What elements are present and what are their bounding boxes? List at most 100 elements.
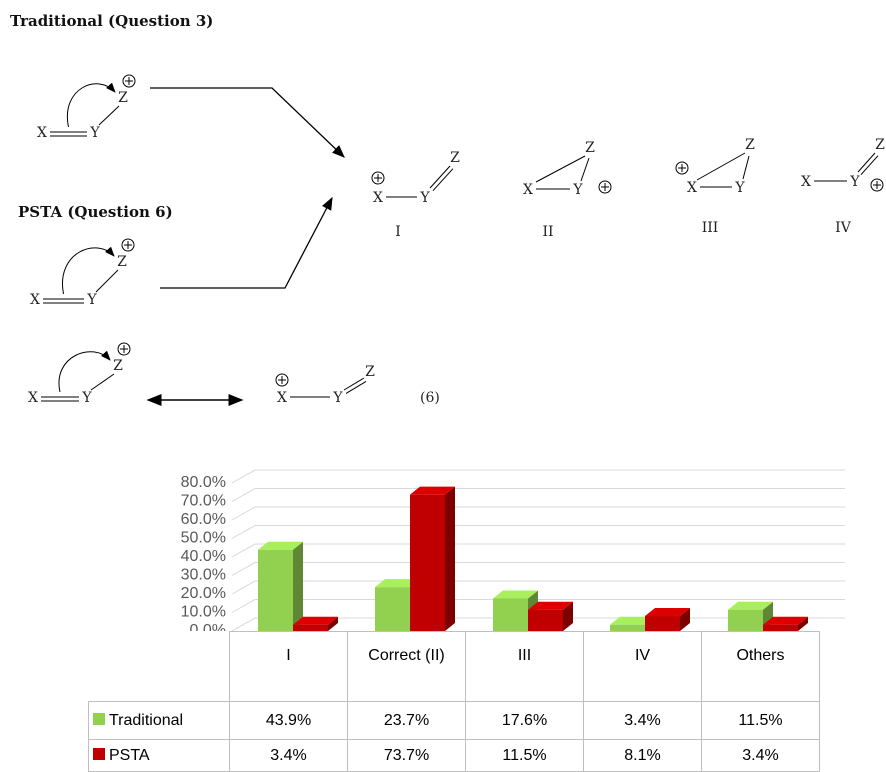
y-tick-label: 80.0% xyxy=(181,474,226,491)
bar xyxy=(645,616,680,631)
bond xyxy=(580,157,590,182)
data-table: I Correct (II) III IV Others Traditional 43.9… xyxy=(88,631,820,772)
x-tick-label: Correct (II) xyxy=(347,631,466,702)
bar-side xyxy=(563,601,573,631)
atom: Y xyxy=(849,174,860,190)
bond xyxy=(696,152,746,181)
bar xyxy=(528,609,563,631)
y-tick-label: 50.0% xyxy=(181,530,226,547)
bar-top xyxy=(493,590,538,599)
bar-side xyxy=(680,608,690,631)
bond xyxy=(432,168,454,192)
data-label: 11.5% xyxy=(701,701,820,740)
charge xyxy=(870,178,884,192)
atom: X xyxy=(30,292,40,308)
grid-line xyxy=(231,599,845,613)
heading: PSTA (Question 6) xyxy=(18,203,173,221)
legend-label: PSTA xyxy=(109,746,150,764)
atom: Z xyxy=(875,137,885,153)
bar xyxy=(375,587,410,631)
atom: Z xyxy=(450,150,460,166)
charge xyxy=(601,183,609,191)
charge xyxy=(873,181,881,189)
charge xyxy=(117,342,131,356)
y-tick-label: 40.0% xyxy=(181,548,226,565)
legend-swatch xyxy=(93,747,105,760)
legend-label: Traditional xyxy=(109,711,184,729)
data-label: 11.5% xyxy=(465,739,584,772)
bond xyxy=(742,155,750,180)
data-label: 3.4% xyxy=(701,739,820,772)
grid-line xyxy=(231,562,845,576)
y-tick-label: 60.0% xyxy=(181,511,226,528)
equation-number: (6) xyxy=(420,390,440,406)
atom: Y xyxy=(81,390,92,406)
bar-side xyxy=(293,541,303,631)
option-label: I xyxy=(395,224,401,240)
grid-line xyxy=(231,525,845,539)
bar xyxy=(728,609,763,631)
atom: X xyxy=(687,180,697,196)
atom: X xyxy=(277,390,287,406)
charge xyxy=(371,171,385,185)
atom: Y xyxy=(332,390,343,406)
charge xyxy=(678,164,686,172)
bar-top xyxy=(610,616,655,625)
bond xyxy=(857,152,876,173)
data-label: 3.4% xyxy=(229,739,348,772)
legend-cell: Traditional xyxy=(88,701,230,740)
option-label: IV xyxy=(835,220,852,236)
bar xyxy=(293,624,328,631)
data-label: 73.7% xyxy=(347,739,466,772)
charge xyxy=(598,180,612,194)
grid-line xyxy=(231,469,845,484)
atom: X xyxy=(801,174,811,190)
grid-line xyxy=(231,580,845,595)
atom: Z xyxy=(118,90,128,106)
y-tick-label: 30.0% xyxy=(181,567,226,584)
charge xyxy=(125,77,133,85)
legend-cell: PSTA xyxy=(88,739,230,772)
charge xyxy=(120,345,128,353)
atom: Y xyxy=(419,190,430,206)
x-tick-label: I xyxy=(229,631,348,702)
bond xyxy=(345,381,367,394)
charge xyxy=(275,373,289,387)
curved-arrow xyxy=(66,82,116,128)
bar xyxy=(493,598,528,631)
atom: Y xyxy=(89,125,100,141)
atom: Y xyxy=(734,180,745,196)
data-label: 43.9% xyxy=(229,701,348,740)
bar-top xyxy=(258,541,303,550)
x-tick-label: IV xyxy=(583,631,702,702)
atom: X xyxy=(523,182,533,198)
figure: Traditional (Question 3) PSTA (Question … xyxy=(10,12,885,631)
arrow xyxy=(150,87,345,158)
charge xyxy=(124,241,132,249)
bar-top xyxy=(728,601,773,610)
x-tick-label: Others xyxy=(701,631,820,702)
legend-swatch xyxy=(93,712,105,725)
bar-top xyxy=(293,616,338,625)
bar-top xyxy=(645,608,690,617)
atom: Z xyxy=(585,140,595,156)
bond xyxy=(535,155,586,183)
bond xyxy=(860,155,879,176)
atom: Z xyxy=(117,254,127,270)
grid-line xyxy=(231,543,845,558)
atom: Z xyxy=(745,137,755,153)
bar-top xyxy=(375,579,420,588)
atom: X xyxy=(37,125,47,141)
bar xyxy=(610,624,645,631)
bond xyxy=(343,377,365,391)
atom: X xyxy=(28,390,38,406)
bond xyxy=(429,165,451,189)
bond xyxy=(90,373,115,391)
bar-side xyxy=(328,616,338,631)
bar-top xyxy=(410,486,455,495)
grid-line xyxy=(231,506,845,521)
bar-side xyxy=(798,616,808,631)
atom: Z xyxy=(365,364,375,380)
atom: X xyxy=(373,190,383,206)
